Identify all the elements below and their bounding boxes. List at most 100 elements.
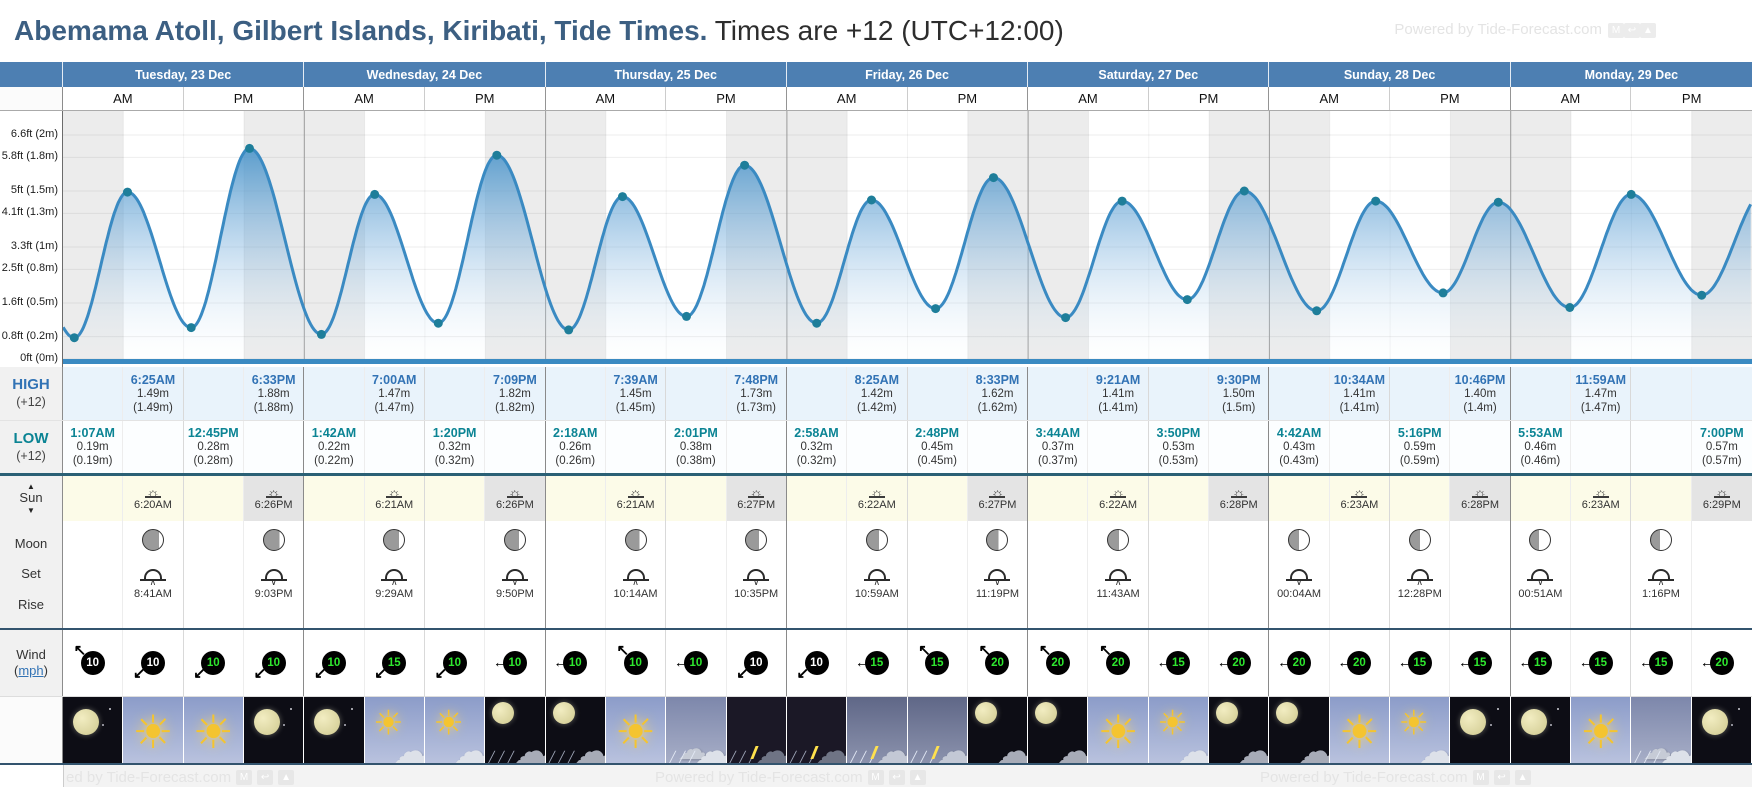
tide-extreme-dot xyxy=(1312,306,1322,316)
watermark-badges: M ↩ ▲ xyxy=(1608,20,1656,38)
wind-speed-badge: 20 xyxy=(1287,651,1312,675)
moonrow-slot-23 xyxy=(1450,521,1511,628)
wind-indicator: ↙ 10 xyxy=(254,651,286,681)
moon-phase-icon xyxy=(383,529,406,551)
wind-indicator: ← 10 xyxy=(674,651,708,675)
highrow-slot-4 xyxy=(304,367,365,420)
lowrow-slot-1 xyxy=(123,421,184,473)
high-tide-height-m: 1.42m xyxy=(860,387,893,400)
sunrise-icon: ☼ xyxy=(386,486,403,498)
wind-direction-arrow-icon: ← xyxy=(673,654,689,671)
cloud-graphic: ☁ xyxy=(1176,733,1208,763)
low-tide-time: 4:42AM xyxy=(1276,426,1322,440)
day-header-6: Monday, 29 Dec xyxy=(1584,67,1679,82)
rain-graphic: ╱╱╱ xyxy=(789,752,819,763)
low-label: LOW xyxy=(13,429,49,447)
weather-clear-night-icon xyxy=(1510,697,1571,763)
weather-cloudy-night-icon: ☁ xyxy=(967,697,1028,763)
windrow-slot-23: ← 15 xyxy=(1450,630,1511,696)
wxrow-slot-7: ☁╱╱╱ xyxy=(485,697,546,763)
wxrow-slot-22: ☀☁ xyxy=(1390,697,1451,763)
highrow-slot-18 xyxy=(1149,367,1210,420)
half-header-pm-0: PM xyxy=(184,87,305,110)
high-tide-height-m: 1.47m xyxy=(378,387,411,400)
sunrow-slot-6 xyxy=(425,476,486,521)
wind-indicator: ← 15 xyxy=(1639,651,1673,675)
moon-graphic xyxy=(1460,709,1487,735)
highrow-slot-19: 9:30PM 1.50m (1.5m) xyxy=(1209,367,1270,420)
high-tide-height-alt: (1.47m) xyxy=(374,401,415,414)
high-tide-height-m: 1.41m xyxy=(1102,387,1135,400)
moon-set-time: 00:04AM xyxy=(1277,588,1322,600)
sunrise-time: 6:21AM xyxy=(375,499,414,511)
sun-graphic: ☀ xyxy=(1338,705,1381,758)
windrow-slot-22: ← 15 xyxy=(1390,630,1451,696)
sun-row: ▲ Sun ▼ ☼ 6:20AM ☼ 6:26PM ☼ 6:21AM ☼ 6:26PM ☼ 6:2… xyxy=(0,473,1752,521)
lowrow-slot-12: 2:58AM 0.32m (0.32m) xyxy=(787,421,848,473)
cloud-graphic: ☁ xyxy=(935,733,967,763)
high-tide-time: 7:09PM xyxy=(493,372,537,387)
wind-speed-badge: 15 xyxy=(925,651,950,675)
moonrow-slot-14 xyxy=(908,521,968,628)
moon-rise-time: 8:41AM xyxy=(134,588,172,600)
lowrow-slot-3 xyxy=(244,421,305,473)
highrow-slot-1: 6:25AM 1.49m (1.49m) xyxy=(123,367,184,420)
tide-extreme-dot xyxy=(618,192,627,202)
sun-row-label: ▲ Sun ▼ xyxy=(0,476,63,521)
moonrow-slot-18 xyxy=(1149,521,1210,628)
moon-set-icon xyxy=(260,569,287,581)
moonrow-slot-3: ∨ 9:03PM xyxy=(244,521,305,628)
wxrow-slot-20: ☁ xyxy=(1269,697,1330,763)
cloud-graphic: ☁ xyxy=(995,733,1027,763)
wind-unit-link[interactable]: mph xyxy=(18,663,44,678)
moonrow-slot-24: ∨ 00:51AM xyxy=(1511,521,1572,628)
highrow-slot-2 xyxy=(184,367,244,420)
highrow-slot-14 xyxy=(908,367,968,420)
weather-rain-night-icon: ☁╱╱╱ xyxy=(485,697,545,763)
page-title-timezone: Times are +12 (UTC+12:00) xyxy=(707,15,1064,46)
high-tide-time: 7:48PM xyxy=(734,372,779,387)
wind-indicator: ← 20 xyxy=(1700,651,1734,675)
wind-indicator: ↙ 10 xyxy=(797,651,829,681)
footer-corner xyxy=(0,765,64,787)
moon-graphic xyxy=(1035,702,1058,724)
wxrow-slot-16: ☁ xyxy=(1028,697,1089,763)
watermark-badge-icon: ▲ xyxy=(1640,23,1656,38)
footer-watermark-badge-icon: ↩ xyxy=(257,770,274,785)
moonrow-slot-19 xyxy=(1209,521,1270,628)
weather-partly-day-icon: ☀☁ xyxy=(1148,697,1209,763)
wind-speed-badge: 20 xyxy=(1226,651,1251,675)
tide-extreme-dot xyxy=(492,150,502,160)
sunrise-time: 6:23AM xyxy=(1340,499,1379,511)
wind-indicator: ↖ 20 xyxy=(1099,643,1131,675)
wind-direction-arrow-icon: ↙ xyxy=(193,665,206,682)
sunset-time: 6:28PM xyxy=(1219,499,1258,511)
moonrow-slot-26: ∧ 1:16PM xyxy=(1631,521,1692,628)
wxrow-slot-25: ☀ xyxy=(1571,697,1632,763)
tide-extreme-dot xyxy=(1117,196,1127,206)
weather-clear-night-icon xyxy=(1450,697,1510,763)
lowrow-slot-15 xyxy=(968,421,1029,473)
tide-extreme-dot xyxy=(867,195,876,205)
windrow-slot-0: ↖ 10 xyxy=(63,630,124,696)
windrow-slot-26: ← 15 xyxy=(1631,630,1692,696)
lowrow-slot-6: 1:20PM 0.32m (0.32m) xyxy=(425,421,486,473)
moon-phase-icon xyxy=(986,529,1009,551)
lowrow-slot-9 xyxy=(606,421,667,473)
high-tide-height-alt: (1.41m) xyxy=(1098,401,1138,414)
sunset-icon: ☼ xyxy=(265,486,282,498)
moonrow-slot-1: ∧ 8:41AM xyxy=(123,521,184,628)
low-tide-time: 2:48PM xyxy=(915,426,960,440)
sun-graphic: ☀ xyxy=(373,704,404,743)
sunrow-slot-16 xyxy=(1028,476,1089,521)
moon-graphic xyxy=(1520,709,1547,735)
sunrow-slot-17: ☼ 6:22AM xyxy=(1088,476,1149,521)
footer-watermark-text: ed by Tide-Forecast.com xyxy=(66,769,232,786)
moon-set-icon xyxy=(984,569,1011,581)
moon-graphic xyxy=(974,702,997,724)
low-tide-time: 5:53AM xyxy=(1518,426,1563,440)
tide-extreme-dot xyxy=(186,323,196,333)
wxrow-slot-2: ☀ xyxy=(183,697,244,763)
low-tide-time: 2:01PM xyxy=(673,426,718,440)
star-graphic xyxy=(290,708,293,710)
